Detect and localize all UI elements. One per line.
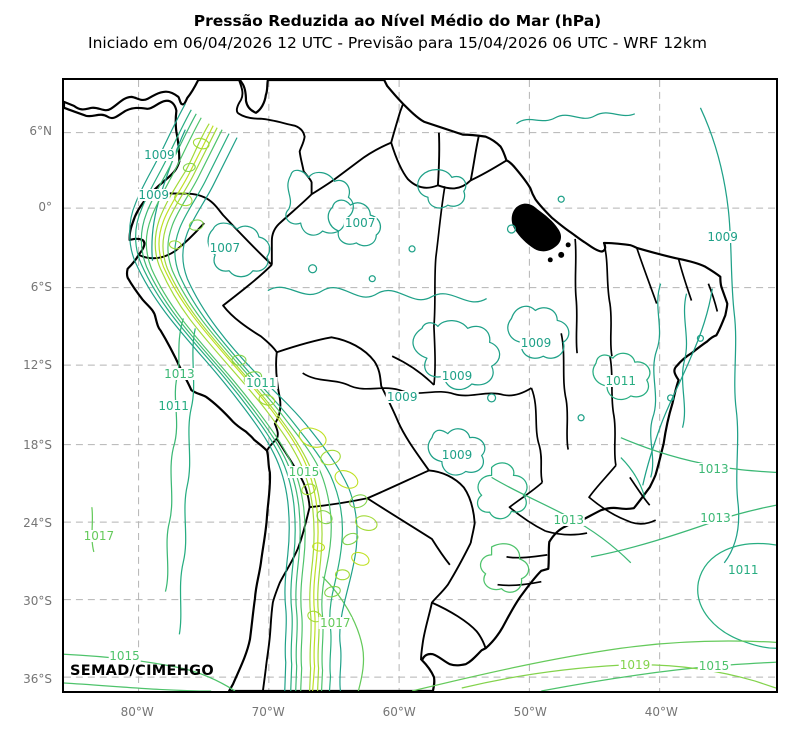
contour-label: 1011 bbox=[244, 376, 278, 391]
state-borders bbox=[302, 186, 719, 587]
contour-label: 1009 bbox=[137, 188, 170, 203]
y-tick-label: 30°S bbox=[23, 593, 52, 608]
coastline bbox=[64, 80, 729, 691]
isobars-1015-1019 bbox=[64, 507, 776, 691]
contour-label: 1011 bbox=[157, 398, 190, 413]
contour-label: 1011 bbox=[604, 374, 638, 389]
chart-header: Pressão Reduzida ao Nível Médio do Mar (… bbox=[0, 0, 795, 54]
contour-label: 1013 bbox=[163, 366, 196, 381]
contour-label: 1013 bbox=[552, 512, 586, 527]
andes-band bbox=[129, 103, 358, 691]
country-borders bbox=[138, 80, 508, 691]
contour-label: 1009 bbox=[440, 447, 474, 462]
credit-label: SEMAD/CIMEHGO bbox=[70, 663, 214, 679]
map-canvas bbox=[64, 80, 776, 691]
contour-label: 1015 bbox=[108, 649, 141, 664]
contour-label: 1009 bbox=[706, 230, 739, 245]
chart-subtitle: Iniciado em 06/04/2026 12 UTC - Previsão… bbox=[88, 33, 707, 52]
y-tick-label: 6°N bbox=[29, 123, 52, 138]
contour-label: 1019 bbox=[618, 658, 652, 673]
y-tick-label: 24°S bbox=[23, 516, 52, 531]
x-tick-label: 60°W bbox=[382, 705, 416, 719]
chart-title: Pressão Reduzida ao Nível Médio do Mar (… bbox=[193, 12, 602, 30]
y-tick-label: 36°S bbox=[23, 671, 52, 686]
contour-label: 1007 bbox=[208, 241, 242, 256]
amazon-delta bbox=[511, 203, 571, 263]
contour-label: 1009 bbox=[440, 369, 474, 384]
contour-label: 1011 bbox=[726, 563, 760, 578]
contour-label: 1009 bbox=[143, 147, 176, 162]
graticule bbox=[64, 80, 776, 691]
y-tick-label: 18°S bbox=[23, 438, 52, 453]
x-tick-label: 70°W bbox=[251, 705, 285, 719]
isobars-teal bbox=[151, 107, 740, 564]
contour-label: 1017 bbox=[318, 616, 352, 631]
y-tick-label: 12°S bbox=[23, 358, 52, 373]
x-tick-label: 50°W bbox=[513, 705, 547, 719]
x-tick-label: 80°W bbox=[120, 705, 154, 719]
y-axis: 6°N 0° 6°S 12°S 18°S 24°S 30°S 36°S bbox=[0, 78, 58, 693]
contour-label: 1015 bbox=[287, 465, 321, 480]
contour-label: 1007 bbox=[343, 215, 377, 230]
andes-cells bbox=[168, 137, 378, 623]
contour-label: 1013 bbox=[699, 511, 732, 526]
contour-label: 1017 bbox=[82, 528, 116, 543]
y-tick-label: 0° bbox=[38, 200, 52, 215]
contour-label: 1013 bbox=[697, 462, 730, 477]
contour-label: 1015 bbox=[697, 658, 731, 673]
y-tick-label: 6°S bbox=[30, 280, 52, 295]
contour-label: 1009 bbox=[385, 390, 419, 405]
x-tick-label: 40°W bbox=[644, 705, 678, 719]
x-axis: 80°W 70°W 60°W 50°W 40°W bbox=[62, 693, 778, 723]
contour-label: 1009 bbox=[519, 336, 553, 351]
map-frame: SEMAD/CIMEHGO 1009 1009 1007 1007 1009 1009 10… bbox=[62, 78, 778, 693]
